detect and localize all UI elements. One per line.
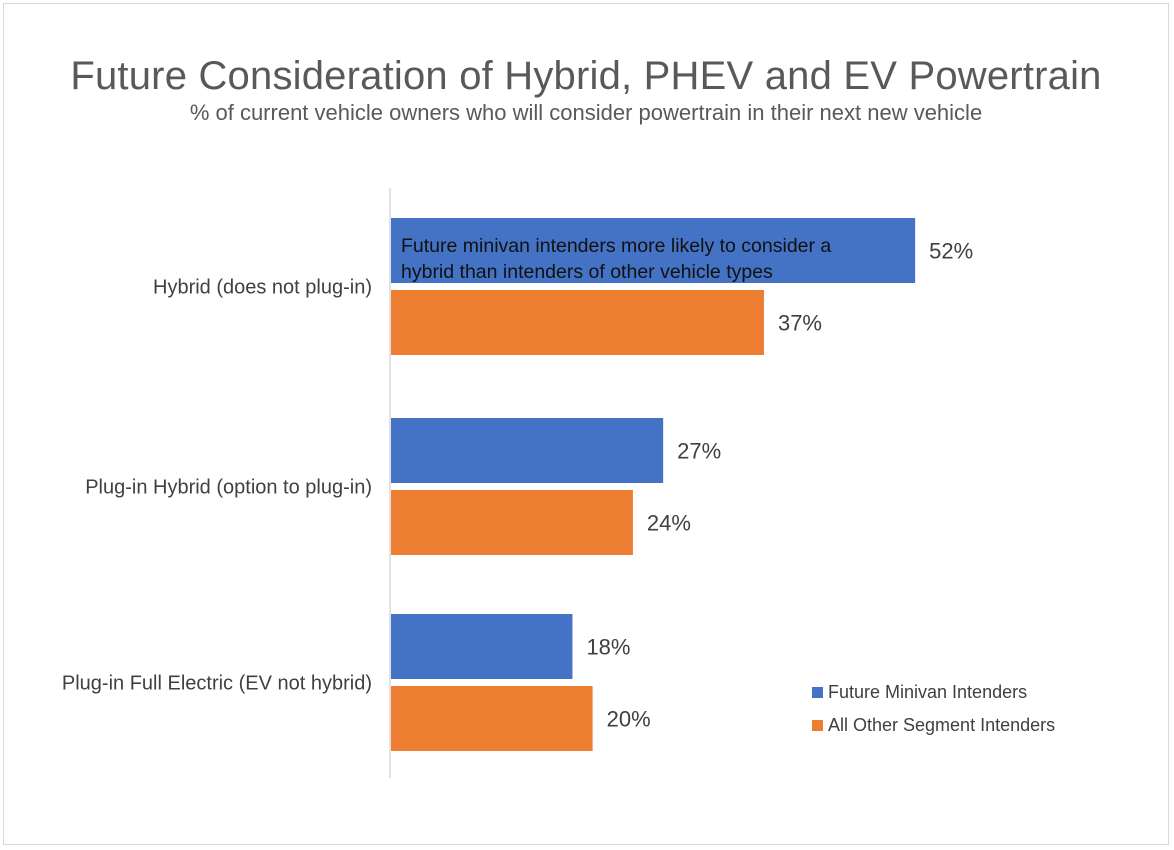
value-labels: 52% 37% 27% 24% 18% 20% xyxy=(586,239,973,732)
chart-subtitle: % of current vehicle owners who will con… xyxy=(189,100,983,125)
category-label-0: Hybrid (does not plug-in) xyxy=(153,277,372,299)
bar-other-1 xyxy=(391,490,633,555)
chart-frame: Future Consideration of Hybrid, PHEV and… xyxy=(3,3,1169,845)
value-label-other-2: 20% xyxy=(607,707,651,732)
value-label-other-0: 37% xyxy=(778,311,822,336)
legend-item-all-other-segment-intenders: All Other Segment Intenders xyxy=(812,714,1055,736)
chart-legend: Future Minivan Intenders All Other Segme… xyxy=(812,681,1055,747)
value-label-other-1: 24% xyxy=(647,511,691,536)
legend-swatch-orange xyxy=(812,719,823,731)
bar-chart-plot: Hybrid (does not plug-in) Plug-in Hybrid … xyxy=(62,188,973,778)
category-label-2: Plug-in Full Electric (EV not hybrid) xyxy=(62,673,372,695)
bars-layer xyxy=(391,218,916,751)
bar-other-0 xyxy=(391,290,764,355)
value-label-minivan-1: 27% xyxy=(677,439,721,464)
category-label-1: Plug-in Hybrid (option to plug-in) xyxy=(85,477,372,499)
bar-minivan-1 xyxy=(391,418,664,483)
hybrid-annotation-text: Future minivan intenders more likely to … xyxy=(401,235,832,283)
category-labels: Hybrid (does not plug-in) Plug-in Hybrid … xyxy=(62,277,372,695)
bar-minivan-0 xyxy=(391,218,916,283)
legend-label: Future Minivan Intenders xyxy=(828,681,1028,702)
legend-label: All Other Segment Intenders xyxy=(828,714,1056,735)
chart-title: Future Consideration of Hybrid, PHEV and… xyxy=(70,54,1102,98)
legend-swatch-blue xyxy=(812,686,823,698)
value-label-minivan-2: 18% xyxy=(586,635,630,660)
value-label-minivan-0: 52% xyxy=(929,239,973,264)
bar-other-2 xyxy=(391,686,593,751)
legend-item-future-minivan-intenders: Future Minivan Intenders xyxy=(812,681,1055,703)
bar-minivan-2 xyxy=(391,614,573,679)
